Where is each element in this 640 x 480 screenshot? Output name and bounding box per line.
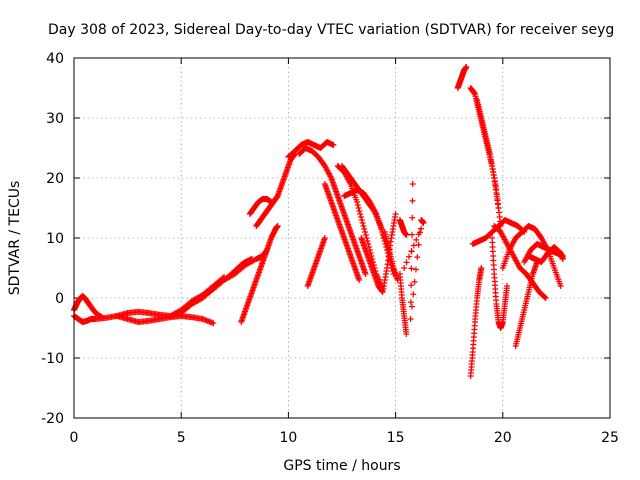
x-tick-label: 5 <box>177 430 186 446</box>
series-arc-fall-1 <box>321 181 363 283</box>
data-point <box>403 232 410 238</box>
chart-title: Day 308 of 2023, Sidereal Day-to-day VTE… <box>48 22 614 38</box>
data-point <box>415 231 422 238</box>
series-arc-late-6 <box>512 259 541 349</box>
data-point <box>359 220 366 226</box>
data-point <box>463 64 470 70</box>
data-point <box>321 235 328 241</box>
data-point <box>392 211 399 217</box>
data-point <box>330 142 337 148</box>
data-point <box>495 205 502 211</box>
series-arc-low-1 <box>304 235 328 289</box>
data-point <box>408 282 415 289</box>
x-tick-label: 0 <box>70 430 79 446</box>
data-point <box>362 271 369 277</box>
y-tick-label: 40 <box>46 51 64 67</box>
data-point <box>408 303 415 310</box>
data-point <box>408 231 415 238</box>
data-point <box>403 259 410 266</box>
series-arc-peak-2 <box>296 145 369 277</box>
data-point <box>210 320 217 327</box>
data-point <box>409 197 416 204</box>
data-point <box>410 291 417 298</box>
data-point <box>541 294 548 301</box>
data-point <box>357 211 364 217</box>
data-point <box>360 223 367 229</box>
series-arc-top-1 <box>454 64 470 91</box>
series-arc-drop-2 <box>396 217 410 238</box>
series-arc-peak-1 <box>285 139 337 160</box>
y-tick-label: 30 <box>46 111 64 127</box>
data-point <box>363 235 370 241</box>
data-point <box>361 226 368 232</box>
data-point <box>362 232 369 238</box>
series-arc-outlier-1 <box>401 181 427 322</box>
data-point <box>478 265 485 271</box>
y-tick-label: -20 <box>41 411 64 427</box>
data-point <box>406 253 412 260</box>
data-point <box>408 248 415 255</box>
axis-tick-labels: 0 5 10 15 20 25 -20 -10 0 10 20 30 40 <box>41 51 619 446</box>
series-arc-rise-3 <box>238 223 281 325</box>
data-point <box>354 202 361 208</box>
data-point <box>358 217 365 223</box>
data-point <box>354 199 361 205</box>
data-point <box>415 241 422 248</box>
x-tick-label: 10 <box>279 430 297 446</box>
data-point <box>409 181 416 187</box>
data-point <box>355 205 362 211</box>
data-point <box>356 208 363 214</box>
data-point <box>403 331 410 337</box>
data-point <box>408 265 415 272</box>
x-tick-label: 15 <box>387 430 405 446</box>
y-tick-label: 10 <box>46 231 64 247</box>
x-tick-label: 20 <box>494 430 512 446</box>
series-arc-rise-5 <box>246 196 275 217</box>
data-point <box>413 236 420 243</box>
series-arc-baseline-3 <box>113 274 228 319</box>
data-point <box>542 295 549 301</box>
series-arc-late-3 <box>489 235 511 331</box>
data-point <box>420 220 427 226</box>
data-point <box>414 254 421 261</box>
data-point <box>98 314 105 321</box>
y-tick-label: 0 <box>55 291 64 307</box>
series-arc-rise-2 <box>188 256 255 307</box>
data-points <box>71 64 566 379</box>
data-point <box>504 283 511 289</box>
data-point <box>268 199 275 205</box>
y-tick-label: -10 <box>41 351 64 367</box>
data-point <box>364 238 371 244</box>
data-point <box>401 265 408 271</box>
data-point <box>412 266 419 273</box>
data-point <box>362 229 369 235</box>
data-point <box>358 214 365 220</box>
series-arc-late-8 <box>525 244 566 265</box>
x-axis-label: GPS time / hours <box>283 458 400 474</box>
data-point <box>407 299 414 306</box>
data-point <box>407 316 414 322</box>
data-point <box>411 278 418 285</box>
series-arc-late-1 <box>467 265 485 379</box>
data-point <box>559 256 566 262</box>
y-tick-label: 20 <box>46 171 64 187</box>
data-point <box>356 277 363 283</box>
series-arc-low-3 <box>381 229 401 283</box>
data-point <box>557 283 564 289</box>
plot-frame <box>73 57 611 419</box>
data-point <box>274 223 281 229</box>
data-point <box>248 256 255 262</box>
series-arc-drop-1 <box>396 271 410 337</box>
data-point <box>418 225 425 232</box>
series-arc-rise-4 <box>253 151 298 229</box>
series-arc-low-2 <box>358 211 399 295</box>
series-arc-top-3 <box>474 97 502 211</box>
y-axis-label: SDTVAR / TECUs <box>7 181 23 296</box>
data-point <box>409 214 416 221</box>
data-point <box>410 242 417 249</box>
x-tick-label: 25 <box>601 430 619 446</box>
